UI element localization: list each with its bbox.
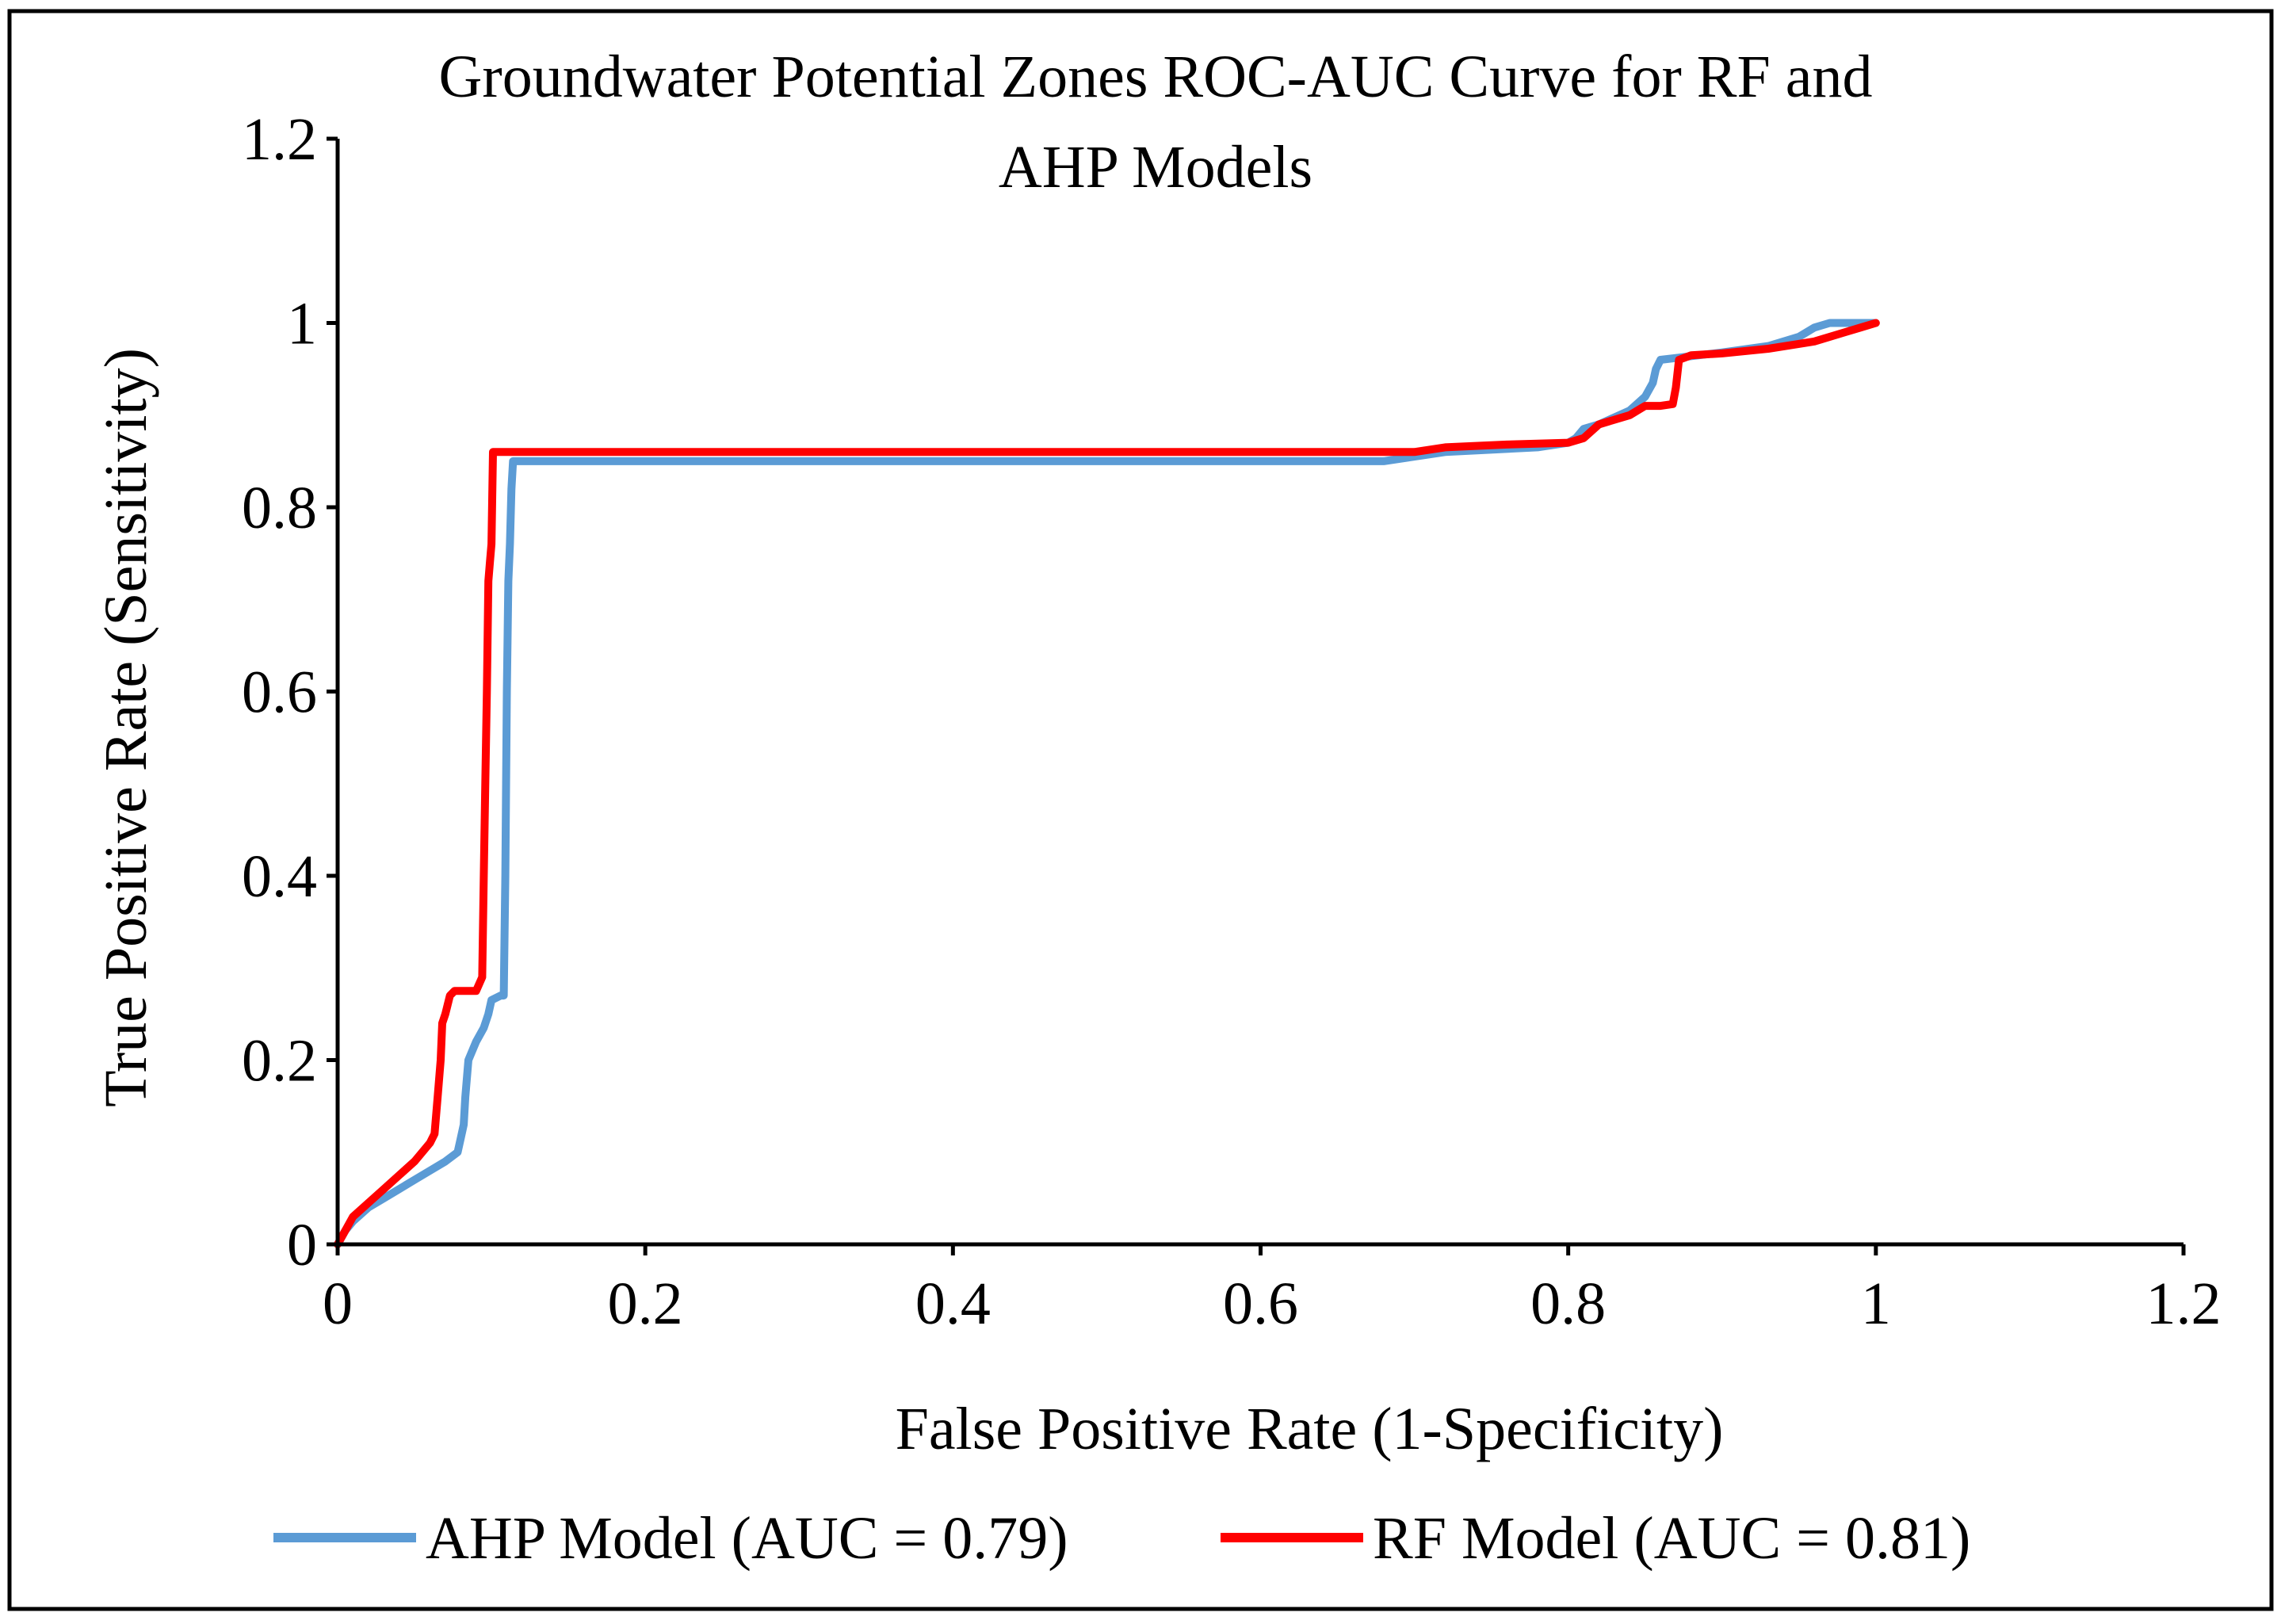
y-tick-label: 0.2 — [242, 1028, 317, 1095]
y-axis-label: True Positive Rate (Sensitivity) — [93, 348, 159, 1107]
rf-model-curve — [334, 319, 1880, 1248]
y-tick-label: 0 — [287, 1212, 317, 1278]
x-tick-label: 0.6 — [1223, 1271, 1298, 1337]
chart-title-line-1: Groundwater Potential Zones ROC-AUC Curv… — [439, 44, 1873, 110]
y-tick-label: 0.6 — [242, 659, 317, 726]
x-tick-label: 0 — [323, 1271, 353, 1337]
series-layer — [334, 319, 1880, 1248]
x-tick-label: 0.2 — [608, 1271, 683, 1337]
y-tick-label: 0.4 — [242, 843, 317, 910]
x-axis-label: False Positive Rate (1-Specificity) — [896, 1396, 1724, 1462]
legend-label-rf: RF Model (AUC = 0.81) — [1373, 1505, 1970, 1572]
x-tick-label: 1.2 — [2146, 1271, 2222, 1337]
x-tick-label: 1 — [1861, 1271, 1891, 1337]
y-tick-label: 1.2 — [242, 106, 317, 173]
y-tick-label: 1 — [287, 291, 317, 357]
x-tick-label: 0.8 — [1530, 1271, 1606, 1337]
chart-title-line-2: AHP Models — [999, 134, 1312, 201]
legend-label-ahp: AHP Model (AUC = 0.79) — [426, 1505, 1068, 1572]
y-tick-label: 0.8 — [242, 475, 317, 541]
x-tick-label: 0.4 — [915, 1271, 991, 1337]
ticks-layer: 0 0.2 0.4 0.6 0.8 1 1.2 0 0.2 0.4 0.6 0.8 1 1.2 — [242, 106, 2222, 1337]
ahp-model-curve — [334, 319, 1880, 1248]
chart-border — [7, 9, 2274, 1611]
legend: AHP Model (AUC = 0.79) RF Model (AUC = 0… — [273, 1505, 1970, 1572]
